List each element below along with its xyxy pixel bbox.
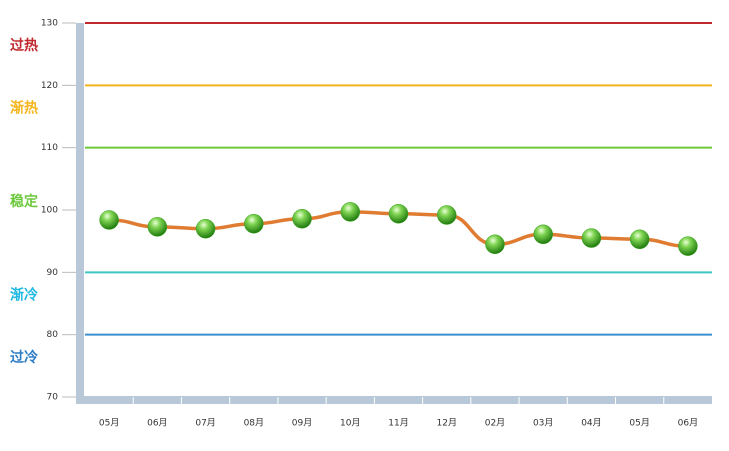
data-point — [533, 224, 553, 245]
data-point — [340, 202, 361, 222]
y-tick-label: 70 — [47, 393, 59, 403]
data-point — [244, 213, 264, 234]
data-point — [292, 208, 312, 229]
zone-label: 过冷 — [10, 349, 38, 366]
y-tick-label: 130 — [41, 19, 58, 29]
x-tick-label: 03月 — [533, 418, 553, 429]
x-axis-bar — [76, 396, 712, 404]
data-point — [581, 228, 602, 248]
x-tick-label: 12月 — [437, 418, 457, 429]
zone-label: 稳定 — [10, 193, 38, 210]
data-point — [388, 203, 409, 224]
data-point — [147, 217, 168, 237]
zone-label: 过热 — [10, 37, 38, 54]
data-point — [195, 218, 216, 239]
x-tick-label: 04月 — [581, 418, 601, 429]
x-tick-label: 06月 — [147, 418, 167, 429]
zone-label: 渐冷 — [10, 287, 38, 304]
x-tick-label: 09月 — [292, 418, 312, 429]
zone-label: 渐热 — [10, 100, 38, 117]
x-tick-label: 10月 — [340, 418, 360, 429]
y-tick-label: 120 — [41, 81, 58, 91]
data-point — [678, 236, 698, 256]
x-tick-label: 06月 — [678, 418, 698, 429]
y-tick-label: 100 — [41, 206, 58, 216]
x-tick-label: 08月 — [244, 418, 264, 429]
y-axis-bar — [76, 23, 84, 403]
data-point — [629, 229, 650, 250]
data-point — [485, 234, 505, 255]
x-tick-label: 02月 — [485, 418, 505, 429]
data-point — [436, 205, 457, 225]
data-point — [99, 210, 119, 230]
x-tick-label: 05月 — [629, 418, 649, 429]
x-tick-label: 05月 — [99, 418, 119, 429]
x-tick-label: 07月 — [195, 418, 215, 429]
x-tick-label: 11月 — [388, 418, 408, 429]
y-tick-label: 110 — [41, 143, 58, 153]
y-tick-label: 90 — [47, 268, 59, 278]
y-tick-label: 80 — [47, 330, 59, 340]
